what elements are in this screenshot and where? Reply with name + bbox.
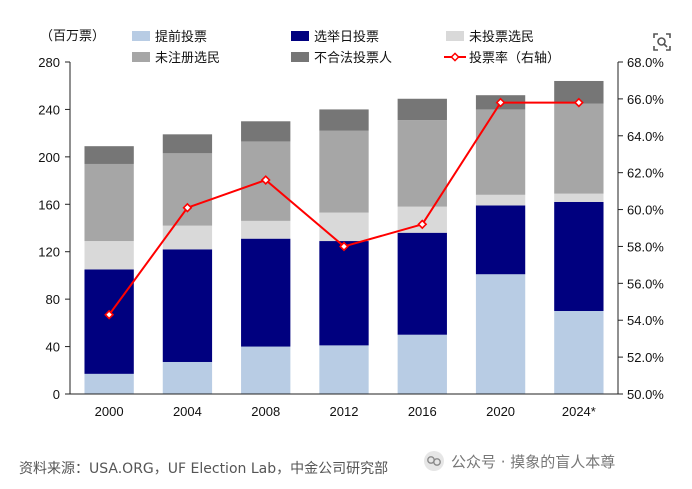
bar-segment bbox=[397, 232, 447, 335]
bar-segment bbox=[319, 109, 369, 131]
right-axis-tick-label: 60.0% bbox=[627, 203, 664, 218]
watermark-text: 公众号 · 摸象的盲人本尊 bbox=[451, 452, 616, 471]
legend-label: 未投票选民 bbox=[469, 29, 534, 45]
bar-segment bbox=[84, 241, 134, 270]
bar-segment bbox=[162, 134, 213, 154]
x-axis-tick-label: 2016 bbox=[408, 404, 437, 419]
legend-line-marker bbox=[450, 52, 460, 62]
bar-segment bbox=[84, 269, 134, 374]
x-axis-tick-label: 2008 bbox=[251, 404, 280, 419]
bar-segment bbox=[84, 163, 134, 242]
turnout-marker bbox=[339, 241, 349, 252]
legend-swatch bbox=[132, 52, 150, 62]
bar-segment bbox=[475, 205, 526, 275]
bar-segment bbox=[397, 334, 447, 394]
left-axis-tick-label: 200 bbox=[38, 150, 60, 165]
left-axis-tick-label: 80 bbox=[46, 292, 60, 307]
turnout-marker bbox=[573, 97, 584, 108]
right-axis-tick-label: 54.0% bbox=[627, 313, 664, 328]
bar-segment bbox=[475, 274, 526, 394]
bar-segment bbox=[554, 103, 604, 194]
turnout-marker bbox=[182, 202, 193, 213]
right-axis-tick-label: 64.0% bbox=[627, 129, 664, 144]
right-axis-tick-label: 50.0% bbox=[627, 387, 664, 402]
legend-swatch bbox=[291, 52, 309, 62]
x-axis: 2000 2004 2008 2012 2016 2020 2024* bbox=[70, 393, 618, 419]
bars bbox=[84, 80, 604, 394]
turnout-marker bbox=[495, 97, 506, 108]
x-axis-tick-label: 2024* bbox=[562, 404, 596, 419]
legend-label: 未注册选民 bbox=[155, 51, 220, 66]
x-axis-tick-label: 2012 bbox=[330, 404, 359, 419]
turnout-line-layer bbox=[104, 97, 584, 320]
right-axis: 50.0% 52.0% 54.0% 56.0% 58.0% 60.0% 62.0% 64.0%… bbox=[617, 55, 664, 402]
bar-segment bbox=[397, 98, 447, 121]
x-axis-tick-label: 2000 bbox=[95, 404, 124, 419]
right-axis-tick-label: 52.0% bbox=[627, 350, 664, 365]
left-axis-tick-label: 240 bbox=[38, 102, 60, 117]
legend-label: 提前投票 bbox=[155, 29, 207, 45]
x-axis-tick-label: 2020 bbox=[486, 404, 515, 419]
wechat-icon bbox=[424, 451, 444, 471]
bar-segment bbox=[319, 241, 369, 346]
legend-label: 投票率（右轴） bbox=[469, 50, 560, 66]
bar-segment bbox=[84, 373, 134, 394]
left-axis: 0 40 80 120 160 200 240 280 bbox=[38, 55, 71, 402]
bar-segment bbox=[554, 193, 604, 202]
x-axis-tick-label: 2004 bbox=[173, 404, 202, 419]
left-axis-tick-label: 40 bbox=[46, 340, 60, 355]
bar-segment bbox=[162, 225, 213, 250]
watermark: 公众号 · 摸象的盲人本尊 bbox=[423, 450, 615, 472]
turnout-marker bbox=[417, 219, 428, 230]
right-axis-tick-label: 58.0% bbox=[627, 239, 664, 254]
bar-segment bbox=[319, 345, 369, 394]
legend-swatch bbox=[132, 31, 150, 41]
legend-label: 不合法投票人 bbox=[314, 50, 392, 66]
bar-segment bbox=[475, 194, 526, 206]
left-axis-tick-label: 0 bbox=[53, 387, 60, 402]
bar-segment bbox=[554, 80, 604, 104]
legend-swatch bbox=[446, 31, 464, 41]
left-axis-unit-label: （百万票） bbox=[40, 29, 105, 44]
bar-segment bbox=[319, 130, 369, 213]
bar-segment bbox=[162, 361, 213, 394]
bar-segment bbox=[554, 201, 604, 311]
right-axis-tick-label: 68.0% bbox=[627, 55, 664, 70]
turnout-marker bbox=[104, 309, 115, 320]
right-axis-tick-label: 66.0% bbox=[627, 92, 664, 107]
bar-segment bbox=[554, 311, 604, 394]
bar-segment bbox=[84, 146, 134, 164]
bar-segment bbox=[162, 249, 213, 362]
bar-segment bbox=[475, 109, 526, 195]
lens-icon[interactable] bbox=[652, 32, 672, 52]
bar-segment bbox=[162, 153, 213, 226]
bar-segment bbox=[319, 212, 369, 242]
source-note: 资料来源：USA.ORG，UF Election Lab，中金公司研究部 bbox=[19, 461, 389, 477]
bar-segment bbox=[241, 220, 291, 239]
bar-segment bbox=[397, 120, 447, 207]
left-axis-tick-label: 280 bbox=[38, 55, 60, 70]
legend-label: 选举日投票 bbox=[314, 29, 379, 45]
right-axis-tick-label: 62.0% bbox=[627, 166, 664, 181]
left-axis-tick-label: 120 bbox=[38, 245, 60, 260]
bar-segment bbox=[241, 121, 291, 142]
turnout-marker bbox=[260, 175, 271, 185]
right-axis-tick-label: 56.0% bbox=[627, 276, 664, 291]
bar-segment bbox=[241, 346, 291, 394]
bar-segment bbox=[241, 238, 291, 347]
legend-swatch bbox=[291, 31, 309, 41]
left-axis-tick-label: 160 bbox=[38, 197, 60, 212]
